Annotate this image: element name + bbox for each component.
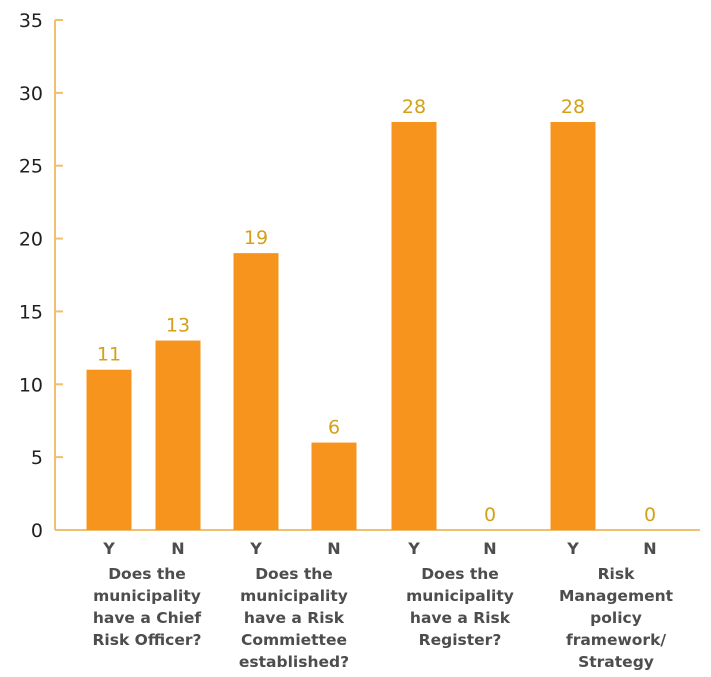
group-label-line: Register? (419, 631, 502, 649)
y-tick-label: 35 (19, 10, 43, 32)
bar (155, 340, 201, 530)
bar (550, 122, 596, 530)
x-category-label: Y (249, 539, 262, 558)
bar-value-label: 19 (244, 227, 268, 249)
group-label-line: Does the (108, 565, 186, 583)
x-category-label: Y (102, 539, 115, 558)
y-tick-label: 10 (19, 374, 43, 396)
group-label-line: Risk Officer? (93, 631, 202, 649)
x-category-label: N (643, 539, 656, 558)
bar-value-label: 11 (97, 344, 121, 366)
y-tick-label: 25 (19, 156, 43, 178)
group-label-line: Strategy (578, 653, 654, 671)
x-axis-labels: Y N Does the municipality have a Chief Risk O… (93, 539, 674, 671)
group-label-line: have a Risk (410, 609, 511, 627)
bar-value-label: 0 (644, 504, 656, 526)
group-label-line: have a Chief (93, 609, 202, 627)
y-tick-label: 30 (19, 83, 43, 105)
group-label-line: municipality (93, 587, 201, 605)
group-label-line: have a Risk (244, 609, 345, 627)
x-category-label: Y (566, 539, 579, 558)
bar-value-label: 13 (166, 315, 190, 337)
bar-value-label: 0 (484, 504, 496, 526)
y-tick-label: 20 (19, 229, 43, 251)
x-category-label: N (171, 539, 184, 558)
group-label-line: Commiettee (241, 631, 347, 649)
bars: 11 13 19 6 28 0 28 0 (86, 96, 656, 530)
group-label-line: Risk (598, 565, 635, 583)
group-label-line: Does the (421, 565, 499, 583)
y-tick-label: 0 (31, 520, 43, 542)
y-tick-label: 5 (31, 447, 43, 469)
bar-value-label: 28 (402, 96, 426, 118)
x-category-label: N (327, 539, 340, 558)
group-label-line: policy (590, 609, 642, 627)
group-label-line: municipality (406, 587, 514, 605)
bar (311, 442, 357, 530)
y-tick-label: 15 (19, 301, 43, 323)
bar-value-label: 6 (328, 417, 340, 439)
axes (54, 20, 700, 531)
group-label-line: municipality (240, 587, 348, 605)
group-label-line: Does the (255, 565, 333, 583)
group-label-line: Management (559, 587, 674, 605)
bar (233, 253, 279, 530)
bar-value-label: 28 (561, 96, 585, 118)
group-label-line: framework/ (566, 631, 666, 649)
group-label-line: established? (239, 653, 349, 671)
bar (86, 369, 132, 530)
x-category-label: N (483, 539, 496, 558)
y-axis-ticks: 0 5 10 15 20 25 30 35 (19, 10, 63, 542)
x-category-label: Y (407, 539, 420, 558)
bar (391, 122, 437, 530)
